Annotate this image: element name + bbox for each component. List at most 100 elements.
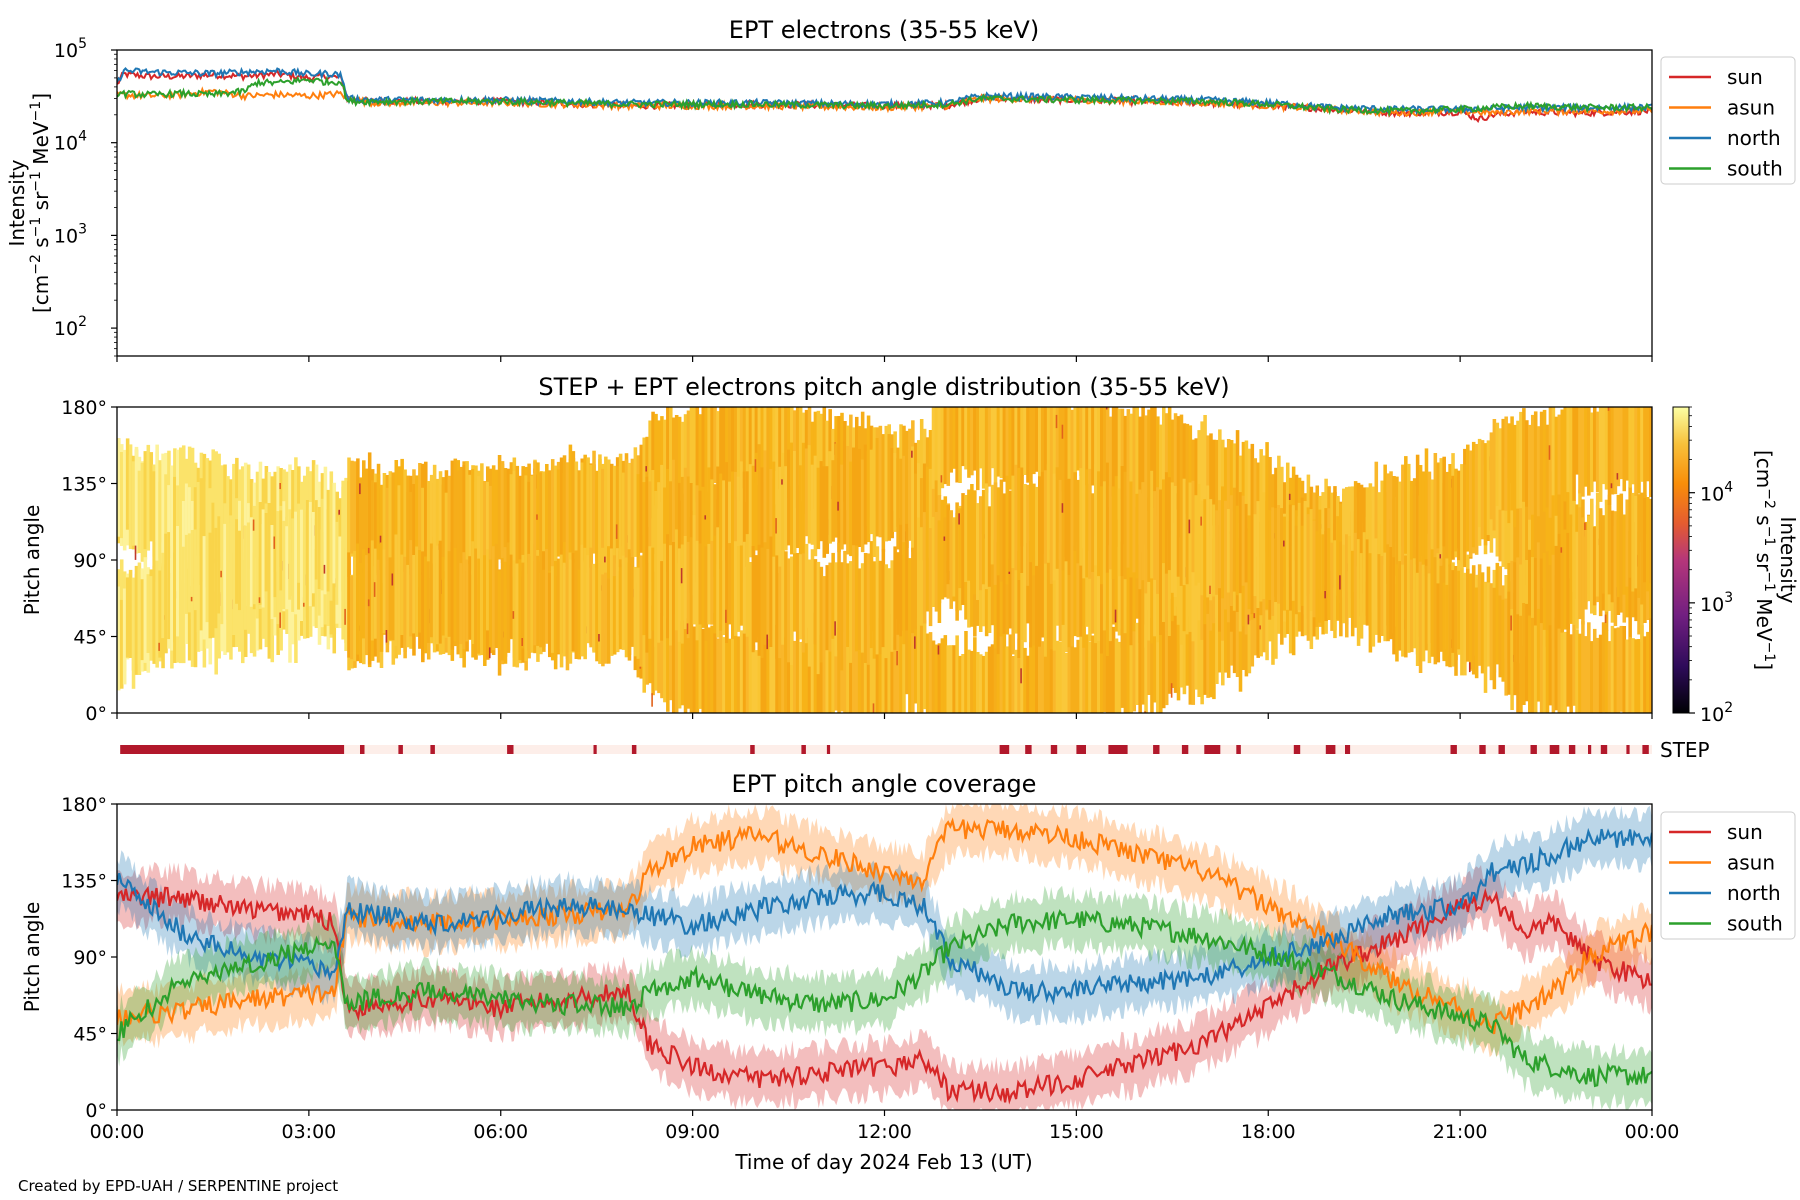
- heatmap-cell: [1206, 485, 1210, 598]
- heatmap-cell: [1212, 439, 1216, 526]
- heatmap-cell: [1200, 596, 1204, 705]
- heatmap-cell: [869, 449, 874, 535]
- heatmap-cell: [173, 552, 177, 643]
- heatmap-cell: [816, 467, 821, 550]
- heatmap-cell: [1105, 546, 1110, 656]
- heatmap-cell: [574, 461, 579, 559]
- heatmap-cell: [769, 407, 773, 497]
- heatmap-cell: [1598, 634, 1603, 713]
- heatmap-cell: [193, 577, 198, 668]
- heatmap-cell: [831, 552, 835, 639]
- heatmap-spike: [1200, 516, 1202, 526]
- heatmap-cell: [1076, 479, 1080, 564]
- heatmap-cell: [748, 627, 753, 713]
- heatmap-cell: [137, 470, 142, 553]
- heatmap-cell: [1114, 407, 1119, 495]
- heatmap-cell: [119, 452, 124, 539]
- heatmap-cell: [1345, 534, 1349, 638]
- heatmap-cell: [527, 553, 531, 659]
- heatmap-cell: [1206, 604, 1210, 698]
- heatmap-cell: [866, 553, 871, 665]
- heatmap-cell: [728, 638, 732, 713]
- heatmap-cell: [1545, 551, 1550, 647]
- xtick-label: 12:00: [857, 1121, 912, 1143]
- heatmap-cell: [695, 407, 700, 503]
- heatmap-cell: [993, 539, 998, 649]
- heatmap-cell: [772, 639, 776, 713]
- heatmap-cell: [533, 461, 537, 555]
- heatmap-cell: [373, 482, 378, 567]
- heatmap-cell: [973, 490, 977, 595]
- heatmap-cell: [1457, 570, 1461, 650]
- heatmap-cell: [320, 498, 325, 591]
- heatmap-cell: [1637, 639, 1641, 713]
- heatmap-cell: [1167, 477, 1172, 571]
- heatmap-cell: [757, 444, 762, 556]
- heatmap-cell: [1625, 499, 1629, 587]
- heatmap-cell: [680, 621, 685, 706]
- heatmap-cell: [680, 421, 685, 501]
- step-active-interval: [1204, 745, 1221, 754]
- step-active-interval: [1050, 745, 1058, 754]
- heatmap-cell: [1247, 448, 1252, 529]
- heatmap-cell: [1468, 450, 1473, 558]
- heatmap-cell: [1014, 407, 1018, 478]
- heatmap-cell: [698, 618, 703, 709]
- heatmap-cell: [1088, 641, 1092, 713]
- heatmap-cell: [438, 540, 443, 644]
- heatmap-cell: [450, 460, 455, 567]
- heatmap-cell: [671, 542, 676, 653]
- heatmap-cell: [1049, 626, 1054, 713]
- heatmap-cell: [406, 475, 410, 582]
- heatmap-cell: [1206, 435, 1210, 533]
- heatmap-cell: [981, 489, 986, 585]
- heatmap-cell: [1153, 603, 1157, 703]
- heatmap-cell: [1353, 481, 1358, 566]
- heatmap-cell: [128, 444, 133, 525]
- heatmap-cell: [1111, 486, 1116, 580]
- heatmap-cell: [1274, 548, 1278, 659]
- panel3-ylabel: Pitch angle: [20, 902, 44, 1013]
- heatmap-cell: [1510, 483, 1514, 582]
- heatmap-cell: [488, 559, 493, 654]
- heatmap-cell: [400, 458, 404, 565]
- heatmap-cell: [1548, 625, 1553, 706]
- heatmap-cell: [246, 522, 251, 612]
- heatmap-cell: [1460, 464, 1464, 568]
- heatmap-cell: [1176, 535, 1181, 625]
- heatmap-cell: [881, 454, 886, 552]
- heatmap-cell: [1141, 552, 1145, 632]
- heatmap-cell: [335, 521, 339, 605]
- heatmap-cell: [1572, 407, 1576, 501]
- x-axis-label: Time of day 2024 Feb 13 (UT): [734, 1150, 1032, 1174]
- heatmap-cell: [840, 562, 844, 671]
- heatmap-cell: [1161, 530, 1166, 622]
- legend-label-asun: asun: [1727, 851, 1775, 875]
- heatmap-cell: [1336, 516, 1340, 621]
- heatmap-spike: [258, 597, 261, 603]
- heatmap-cell: [1436, 583, 1441, 663]
- heatmap-cell: [1297, 502, 1302, 611]
- heatmap-cell: [1061, 476, 1066, 571]
- heatmap-cell: [754, 555, 759, 643]
- heatmap-cell: [952, 645, 956, 713]
- heatmap-cell: [1132, 492, 1137, 573]
- heatmap-cell: [852, 447, 856, 555]
- heatmap-cell: [1085, 469, 1089, 578]
- heatmap-cell: [964, 495, 968, 582]
- step-active-interval: [826, 745, 831, 754]
- heatmap-cell: [1442, 582, 1446, 662]
- heatmap-cell: [828, 562, 832, 652]
- heatmap-cell: [946, 645, 951, 713]
- heatmap-cell: [739, 407, 744, 502]
- panel2-y-ticks: 0°45°90°135°180°: [61, 397, 117, 725]
- heatmap-cell: [370, 480, 375, 575]
- heatmap-cell: [704, 407, 708, 503]
- heatmap-cell: [1516, 483, 1520, 579]
- heatmap-cell: [984, 483, 989, 590]
- heatmap-cell: [1082, 548, 1086, 648]
- heatmap-cell: [1622, 407, 1627, 492]
- heatmap-cell: [976, 652, 980, 713]
- heatmap-cell: [518, 559, 523, 661]
